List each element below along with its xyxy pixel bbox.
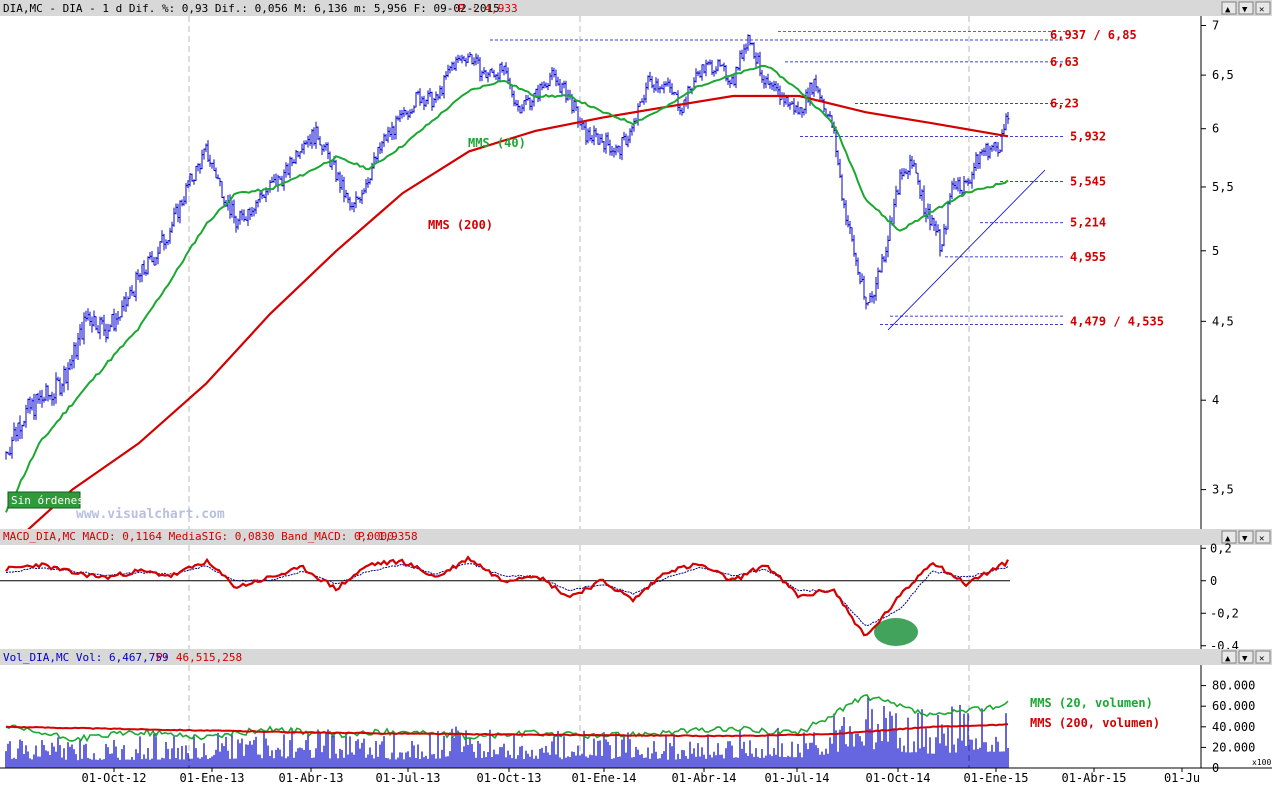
macd-low-highlight [874, 618, 918, 646]
price-level-label: 6,63 [1050, 55, 1079, 69]
price-y-tick-label: 3,5 [1212, 483, 1234, 497]
x-tick-label: 01-Oct-13 [476, 771, 541, 785]
volume-vertical-gridlines [188, 665, 970, 768]
macd-panel: MACD_DIA,MC MACD: 0,1164 MediaSIG: 0,083… [0, 529, 1272, 653]
down-arrow-icon: ▼ [1242, 5, 1248, 15]
volume-mms20-label: MMS (20, volumen) [1030, 696, 1153, 710]
x-axis: 01-Oct-12 01-Ene-13 01-Abr-13 01-Jul-13 01-O… [0, 767, 1272, 785]
down-arrow-icon: ▼ [1242, 534, 1248, 544]
down-arrow-button[interactable] [1238, 530, 1254, 544]
macd-header-bar [0, 529, 1272, 545]
status-badge-label: Sin órdenes [11, 494, 84, 507]
volume-window-controls: ▲ ▼ ✕ [1221, 650, 1271, 664]
x-tick-label: 01-Abr-15 [1061, 771, 1126, 785]
down-arrow-icon: ▼ [1242, 654, 1248, 664]
macd-y-tick-label: 0 [1210, 574, 1217, 588]
volume-header-bar [0, 649, 1272, 665]
x-tick-label: 01-Oct-14 [865, 771, 930, 785]
price-y-axis: 7 6,5 6 5,5 5 4,5 4 3,5 [1201, 18, 1234, 497]
close-icon: ✕ [1259, 534, 1264, 544]
mms40-annotation: MMS (40) [468, 136, 526, 150]
mms200-line [5, 94, 1009, 551]
macd-y-axis: 0,20-0,2-0,4 [1201, 541, 1239, 653]
macd-header-extra: P: 1,9358 [358, 530, 418, 543]
macd-y-tick-label: -0,2 [1210, 606, 1239, 620]
price-y-tick-label: 4,5 [1212, 314, 1234, 328]
volume-bars [5, 695, 1009, 768]
close-button[interactable] [1255, 1, 1271, 15]
price-y-tick-label: 7 [1212, 18, 1219, 32]
mms200-annotation: MMS (200) [428, 218, 493, 232]
price-header-extra: P : 4,933 [458, 2, 518, 15]
x-tick-label: 01-Abr-13 [278, 771, 343, 785]
volume-y-tick-label: 60.000 [1212, 699, 1255, 713]
watermark: www.visualchart.com [76, 507, 225, 522]
down-arrow-button[interactable] [1238, 650, 1254, 664]
macd-header-text: MACD_DIA,MC MACD: 0,1164 MediaSIG: 0,083… [3, 530, 394, 543]
price-plot-area [0, 16, 1201, 529]
price-y-tick-label: 5,5 [1212, 180, 1234, 194]
price-level-label: 5,932 [1070, 129, 1106, 143]
price-y-tick-label: 4 [1212, 393, 1219, 407]
volume-panel: Vol_DIA,MC Vol: 6,467,759 P: 46,515,258 … [0, 649, 1272, 775]
price-y-tick-label: 6 [1212, 122, 1219, 136]
volume-header-extra: P: 46,515,258 [156, 651, 242, 664]
price-level-label: 6,937 / 6,85 [1050, 28, 1137, 42]
x-tick-label: 01-Ene-15 [963, 771, 1028, 785]
up-arrow-button[interactable] [1221, 650, 1237, 664]
macd-plot-area [0, 545, 1201, 649]
volume-y-tick-label: 80.000 [1212, 679, 1255, 693]
volume-mms200-line [5, 723, 1009, 738]
x-tick-label: 01-Ene-13 [179, 771, 244, 785]
macd-window-controls: ▲ ▼ ✕ [1221, 530, 1271, 544]
macd-y-tick-label: 0,2 [1210, 541, 1232, 555]
close-button[interactable] [1255, 650, 1271, 664]
price-y-tick-label: 6,5 [1212, 68, 1234, 82]
up-arrow-button[interactable] [1221, 1, 1237, 15]
volume-header-text: Vol_DIA,MC Vol: 6,467,759 [3, 651, 169, 664]
x-tick-label: 01-Oct-12 [81, 771, 146, 785]
volume-mms20-line [5, 694, 1009, 743]
price-level-label: 4,955 [1070, 250, 1106, 264]
close-icon: ✕ [1259, 5, 1264, 15]
volume-y-tick-label: 20.000 [1212, 740, 1255, 754]
up-arrow-icon: ▲ [1225, 5, 1231, 15]
close-icon: ✕ [1259, 654, 1264, 664]
x-tick-label: 01-Jul-14 [764, 771, 829, 785]
up-arrow-icon: ▲ [1225, 654, 1231, 664]
status-badge[interactable] [7, 491, 81, 509]
support-trendline [887, 169, 1046, 331]
price-level-label: 5,545 [1070, 175, 1106, 189]
volume-unit-label: x100 [1252, 758, 1271, 767]
down-arrow-button[interactable] [1238, 1, 1254, 15]
price-y-tick-label: 5 [1212, 244, 1219, 258]
macd-line [5, 555, 1009, 637]
x-tick-label: 01-Abr-14 [671, 771, 736, 785]
price-level-labels: 6,937 / 6,85 6,63 6,23 5,932 5,545 5,214 4,955… [1050, 28, 1164, 328]
price-bars [5, 34, 1010, 460]
price-level-label: 6,23 [1050, 97, 1079, 111]
price-header-bar [0, 0, 1272, 16]
x-tick-label: 01-Ene-14 [571, 771, 636, 785]
price-level-label: 5,214 [1070, 216, 1106, 230]
price-header-text: DIA,MC - DIA - 1 d Dif. %: 0,93 Dif.: 0,… [3, 2, 500, 15]
price-panel: DIA,MC - DIA - 1 d Dif. %: 0,93 Dif.: 0,… [0, 0, 1272, 551]
x-axis-ticks: 01-Oct-12 01-Ene-13 01-Abr-13 01-Jul-13 01-O… [81, 768, 1200, 785]
price-window-controls: ▲ ▼ ✕ [1221, 1, 1271, 15]
up-arrow-button[interactable] [1221, 530, 1237, 544]
x-tick-label: 01-Ju [1164, 771, 1200, 785]
up-arrow-icon: ▲ [1225, 534, 1231, 544]
mms40-line [5, 64, 1009, 513]
x-tick-label: 01-Jul-13 [375, 771, 440, 785]
volume-mms200-label: MMS (200, volumen) [1030, 716, 1160, 730]
close-button[interactable] [1255, 530, 1271, 544]
macd-vertical-gridlines [188, 545, 970, 649]
price-level-lines [490, 31, 1065, 325]
price-level-label: 4,479 / 4,535 [1070, 314, 1164, 328]
volume-y-tick-label: 40.000 [1212, 720, 1255, 734]
